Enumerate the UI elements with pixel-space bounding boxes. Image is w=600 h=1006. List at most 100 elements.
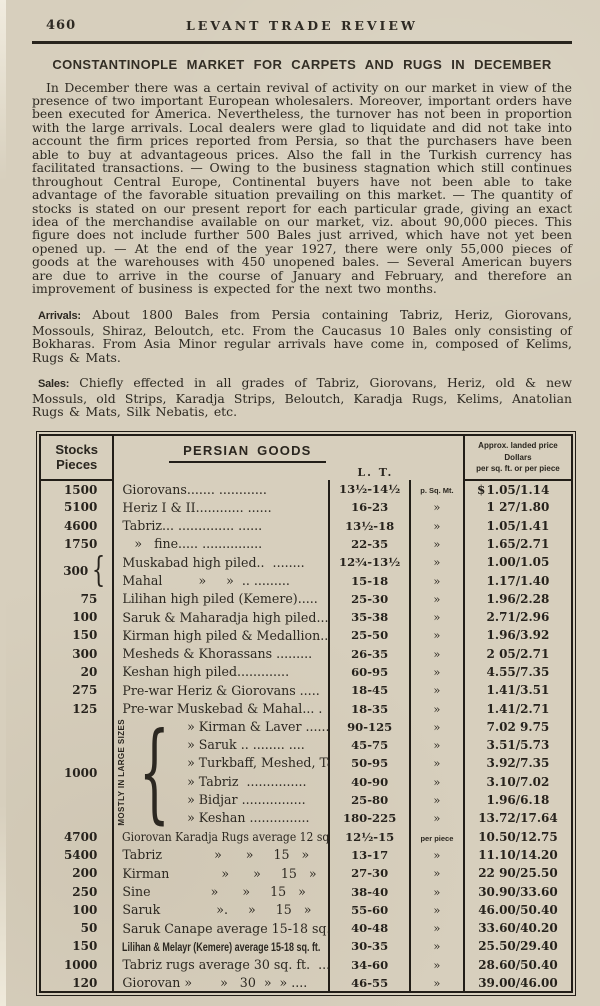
lt-cell: 13½-18	[328, 516, 411, 535]
stocks-cell: 150	[40, 626, 115, 645]
goods-cell: Saruk ». » 15 »	[122, 902, 312, 918]
lt-cell: 25-50	[328, 626, 411, 645]
table-row: 100 Saruk ». » 15 » 55-60 » 46.00/50.40	[40, 900, 572, 919]
price-cell: 46.00/50.40	[478, 902, 558, 917]
table-row: 20 Keshan high piled............. 60-95 …	[40, 662, 572, 682]
goods-line: » Kirman & Laver .......	[187, 718, 330, 734]
table-row: 50-95 » 3.92/7.35	[40, 754, 572, 773]
goods-cell: Muskabad high piled.. ........	[122, 554, 305, 570]
unit-cell: »	[409, 589, 465, 608]
goods-cell: Giorovan Karadja Rugs average 12 sq ft.	[122, 830, 330, 845]
stocks-cell: 1750	[40, 534, 115, 554]
goods-cell: Lilihan & Melayr (Kemere) average 15-18 …	[122, 941, 321, 954]
journal-header: 460 LEVANT TRADE REVIEW	[32, 16, 572, 36]
goods-cell: Kirman » » 15 »	[122, 865, 317, 881]
table-row: 1000 MOSTLY IN LARGE SIZES { » Kirman & …	[40, 717, 572, 828]
goods-cell: Keshan high piled.............	[122, 664, 290, 680]
unit-cell: »	[409, 754, 465, 773]
price-cell: 13.72/17.64	[478, 811, 558, 826]
stocks-cell: 200	[40, 864, 115, 883]
lt-cell: 34-60	[328, 955, 411, 974]
goods-cell: Sine » » 15 »	[122, 884, 306, 900]
unit-cell: »	[409, 553, 465, 572]
lt-cell: 50-95	[328, 754, 411, 773]
approx-header-line2: per sq. ft. or per piece	[476, 464, 560, 474]
goods-line: » Bidjar ................	[187, 791, 306, 807]
stocks-cell: 275	[40, 681, 115, 700]
lt-cell: 15-18	[328, 571, 411, 590]
table-row: Mahal » » .. ......... 15-18 » 1.17/1.40	[40, 571, 572, 590]
article-title: CONSTANTINOPLE MARKET FOR CARPETS AND RU…	[52, 56, 552, 72]
page-number: 460	[46, 18, 77, 33]
stocks-cell: 150	[40, 937, 115, 956]
unit-cell: »	[409, 937, 465, 956]
lt-cell: 46-55	[328, 973, 411, 993]
unit-cell: »	[409, 644, 465, 663]
table-row: 25-80 » 1.96/6.18	[40, 790, 572, 810]
price-cell: 10.50/12.75	[478, 829, 558, 844]
table-row: 1500 Giorovans....... ............ 13½-1…	[40, 479, 572, 499]
price-cell: 25.50/29.40	[478, 939, 558, 954]
stocks-cell: 5400	[40, 845, 115, 865]
price-cell: 1.00/1.05	[486, 555, 550, 570]
table-row: 4700 Giorovan Karadja Rugs average 12 sq…	[40, 827, 572, 846]
goods-cell: Pre-war Heriz & Giorovans .....	[122, 682, 320, 698]
persian-goods-heading: PERSIAN GOODS	[132, 443, 362, 464]
price-cell: $1.05/1.14	[464, 480, 572, 498]
goods-table-frame: Stocks Pieces PERSIAN GOODS L. T. Approx…	[36, 431, 576, 997]
goods-header: PERSIAN GOODS L. T.	[113, 435, 464, 480]
price-cell: 1.17/1.40	[486, 573, 550, 588]
table-row: 120 Giorovan » » 30 » » .... 46-55 » 39.…	[40, 973, 572, 993]
stocks-cell: 5100	[40, 498, 115, 517]
price-cell: 3.10/7.02	[486, 774, 550, 789]
price-cell: 22 90/25.50	[478, 866, 558, 881]
stocks-cell: 4600	[40, 516, 115, 535]
unit-cell: »	[409, 626, 465, 645]
goods-cell: Giorovan » » 30 » » ....	[122, 975, 308, 991]
table-row: 275 Pre-war Heriz & Giorovans ..... 18-4…	[40, 681, 572, 700]
unit-cell: »	[409, 534, 465, 554]
stocks-header-line2: Pieces	[56, 456, 98, 472]
price-cell: 30.90/33.60	[478, 884, 558, 899]
price-cell: 1.65/2.71	[486, 536, 550, 551]
stocks-cell: 100	[40, 900, 115, 919]
lt-cell: 26-35	[328, 644, 411, 663]
price-cell: 39.00/46.00	[478, 975, 558, 990]
group-brace: {	[139, 717, 171, 828]
arrivals-text: About 1800 Bales from Persia containing …	[32, 307, 572, 365]
price-cell: 11.10/14.20	[478, 847, 558, 862]
scan-edge	[0, 0, 6, 1006]
unit-cell: p. Sq. Mt.	[409, 479, 465, 499]
goods-cell: Lilihan high piled (Kemere).....	[122, 591, 318, 607]
unit-cell: »	[409, 973, 465, 993]
lt-cell: 25-30	[328, 589, 411, 608]
unit-cell: per piece	[409, 827, 465, 846]
lt-cell: 22-35	[328, 534, 411, 554]
goods-cell: Tabriz... .............. ......	[122, 518, 263, 534]
goods-cell: Giorovans....... ............	[122, 481, 267, 497]
sales-label: Sales:	[38, 378, 70, 391]
price-cell: 1.96/2.28	[486, 591, 550, 606]
sales-paragraph: Sales: Chiefly effected in all grades of…	[32, 376, 572, 418]
lt-cell: 55-60	[328, 900, 411, 919]
price-cell: 1.05/1.41	[486, 518, 550, 533]
unit-cell: »	[409, 772, 465, 791]
lt-cell: 180-225	[328, 809, 411, 828]
approx-header-line1: Approx. landed price Dollars	[478, 441, 558, 462]
goods-cell: Pre-war Muskebad & Mahal... .	[122, 701, 323, 717]
price-cell: 2.71/2.96	[486, 610, 550, 625]
unit-cell: »	[409, 790, 465, 810]
stocks-cell: 250	[40, 882, 115, 901]
table-row: 40-90 » 3.10/7.02	[40, 772, 572, 791]
stocks-cell: 100	[40, 607, 115, 627]
goods-line: » Tabriz ...............	[187, 773, 307, 789]
stocks-cell: 1000	[40, 955, 115, 974]
price-cell: 1.41/3.51	[486, 683, 550, 698]
table-row: 125 Pre-war Muskebad & Mahal... . 18-35 …	[40, 699, 572, 718]
unit-cell: »	[409, 662, 465, 682]
price-cell: 1 27/1.80	[486, 500, 550, 515]
table-row: 300 Mesheds & Khorassans ......... 26-35…	[40, 644, 572, 663]
lt-cell: 18-35	[328, 699, 411, 718]
lt-cell: 12¾-13½	[328, 553, 411, 572]
lt-cell: 12½-15	[328, 827, 411, 846]
